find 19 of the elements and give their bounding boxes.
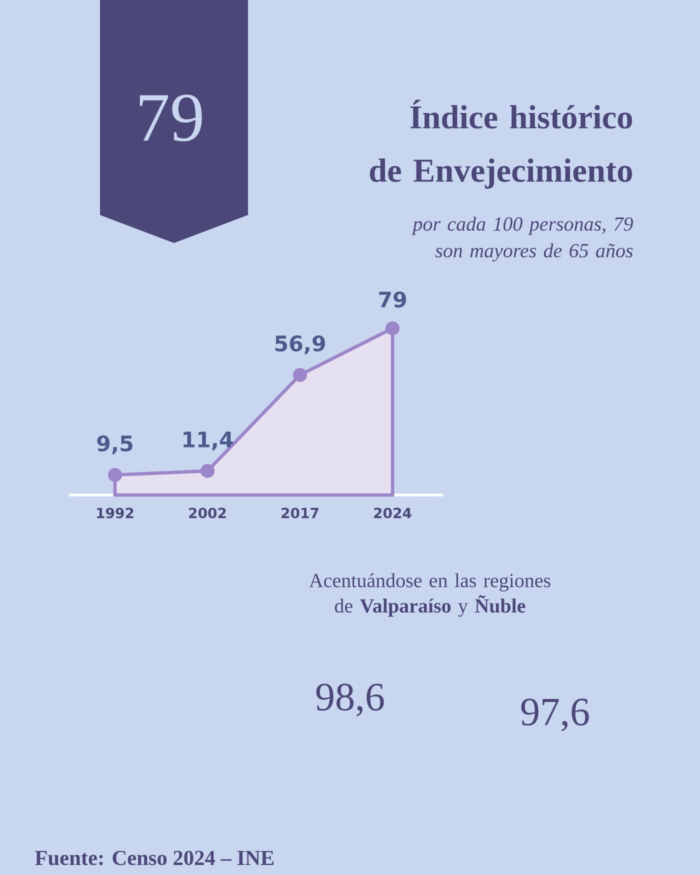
text: Índice histórico de Envejecimiento — [370, 100, 632, 189]
x-tick-label: 2002 — [189, 508, 226, 518]
x-tick-label: 1992 — [97, 508, 134, 518]
data-label: 9,5 — [97, 435, 132, 454]
x-tick-label: 2024 — [374, 508, 412, 518]
point — [386, 321, 400, 336]
point — [200, 464, 215, 478]
text: 98,6 — [316, 684, 384, 716]
data-label: 79 — [379, 292, 406, 308]
text: Acentuándose en las regiones de Valparaíso y Ñuble — [309, 573, 550, 617]
point — [293, 368, 308, 382]
text: por cada 100 personas, 79 son mayores de 65 años — [412, 216, 633, 262]
data-label: 11,4 — [184, 432, 233, 450]
source-note: Fuente: Censo 2024 – INE — [35, 850, 274, 866]
point — [108, 468, 122, 482]
text: 97,6 — [521, 698, 589, 732]
text: 79 — [140, 94, 202, 142]
x-tick-label: 2017 — [282, 508, 318, 518]
data-label: 56,9 — [275, 335, 325, 354]
